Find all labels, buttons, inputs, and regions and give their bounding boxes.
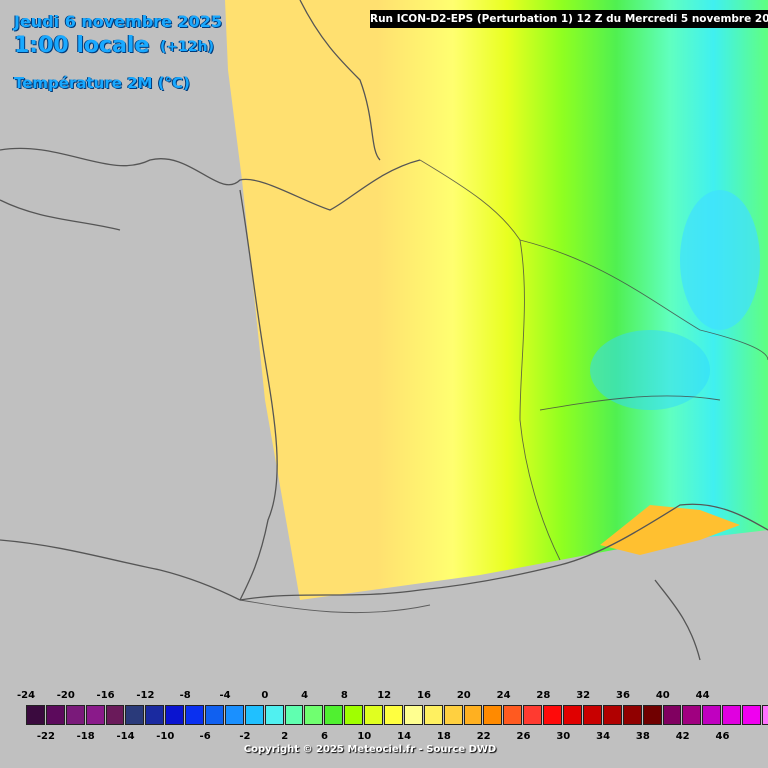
- scale-label-bottom: -10: [156, 731, 175, 742]
- scale-label-top: 32: [576, 690, 591, 701]
- borders: [239, 159, 768, 614]
- scale-label-top: 36: [616, 690, 630, 701]
- scale-label-top: 24: [496, 690, 511, 701]
- scale-swatch: [224, 705, 244, 725]
- scale-swatch: [244, 705, 264, 725]
- scale-label-bottom: 2: [281, 731, 289, 742]
- coastal-warm-patch: [600, 505, 740, 555]
- scale-label-bottom: 34: [596, 731, 611, 742]
- scale-swatch: [563, 705, 582, 725]
- scale-label-bottom: -6: [199, 731, 211, 742]
- scale-label-top: -4: [219, 690, 231, 701]
- scale-swatch: [324, 705, 344, 725]
- scale-label-top: 28: [536, 690, 551, 701]
- scale-swatch: [761, 705, 768, 725]
- scale-label-bottom: -2: [239, 731, 251, 742]
- scale-swatch: [364, 705, 384, 725]
- scale-swatch: [722, 705, 742, 725]
- scale-swatch: [463, 705, 483, 725]
- scale-label-top: -20: [56, 690, 75, 701]
- parameter-title: Température 2M (°C): [14, 74, 190, 92]
- scale-swatch: [543, 705, 563, 725]
- scale-swatch: [384, 705, 403, 725]
- scale-swatch: [423, 705, 443, 725]
- scale-label-top: -16: [96, 690, 115, 701]
- forecast-hour: 1:00 locale: [14, 33, 150, 58]
- scale-label-bottom: 30: [556, 731, 571, 742]
- scale-swatch: [642, 705, 662, 725]
- scale-swatch: [145, 705, 165, 725]
- scale-label-top: 44: [695, 690, 710, 701]
- scale-label-bottom: 46: [715, 731, 730, 742]
- scale-swatch: [443, 705, 463, 725]
- scale-label-bottom: 14: [397, 731, 412, 742]
- alpine-cold-patch: [680, 190, 760, 330]
- scale-label-top: 12: [377, 690, 392, 701]
- scale-swatch: [403, 705, 423, 725]
- scale-swatch: [742, 705, 761, 725]
- scale-label-top: -12: [136, 690, 155, 701]
- scale-swatch: [702, 705, 722, 725]
- scale-swatch: [483, 705, 503, 725]
- scale-swatch: [284, 705, 304, 725]
- scale-swatch: [622, 705, 642, 725]
- scale-swatch: [105, 705, 125, 725]
- scale-label-top: -8: [179, 690, 191, 701]
- scale-label-bottom: 22: [476, 731, 491, 742]
- scale-swatch: [662, 705, 682, 725]
- coastlines: [0, 0, 768, 661]
- run-banner: Run ICON-D2-EPS (Perturbation 1) 12 Z du…: [370, 10, 768, 28]
- scale-swatch: [582, 705, 602, 725]
- scale-swatch: [65, 705, 85, 725]
- scale-swatch: [304, 705, 324, 725]
- scale-swatch: [503, 705, 523, 725]
- scale-swatch: [125, 705, 145, 725]
- scale-swatch: [682, 705, 702, 725]
- scale-label-bottom: -18: [76, 731, 95, 742]
- scale-label-top: 16: [417, 690, 431, 701]
- scale-swatch: [185, 705, 205, 725]
- scale-label-top: 20: [456, 690, 471, 701]
- scale-swatch: [205, 705, 224, 725]
- scale-label-bottom: 26: [516, 731, 531, 742]
- scale-swatch: [344, 705, 364, 725]
- scale-label-bottom: 42: [675, 731, 690, 742]
- scale-label-top: 40: [655, 690, 670, 701]
- copyright-credit: Copyright © 2025 Meteociel.fr - Source D…: [243, 744, 497, 755]
- scale-swatch: [85, 705, 105, 725]
- scale-label-bottom: 6: [321, 731, 328, 742]
- scale-swatch: [523, 705, 543, 725]
- scale-label-top: 8: [340, 690, 348, 701]
- forecast-date: Jeudi 6 novembre 2025: [14, 12, 223, 31]
- color-scale: [26, 705, 768, 725]
- lead-time: (+12h): [160, 39, 214, 55]
- scale-swatch: [45, 705, 65, 725]
- scale-label-top: 0: [261, 690, 269, 701]
- scale-swatch: [264, 705, 284, 725]
- scale-label-bottom: 38: [635, 731, 650, 742]
- model-domain: [225, 0, 768, 600]
- scale-swatch: [602, 705, 622, 725]
- scale-label-bottom: -14: [116, 731, 135, 742]
- scale-label-top: -24: [16, 690, 36, 701]
- scale-label-top: 4: [301, 690, 309, 701]
- scale-swatch: [165, 705, 185, 725]
- alpine-cold-patch-2: [590, 330, 710, 410]
- scale-label-bottom: -22: [36, 731, 55, 742]
- scale-label-bottom: 10: [357, 731, 372, 742]
- scale-swatch: [26, 705, 45, 725]
- scale-label-bottom: 18: [436, 731, 451, 742]
